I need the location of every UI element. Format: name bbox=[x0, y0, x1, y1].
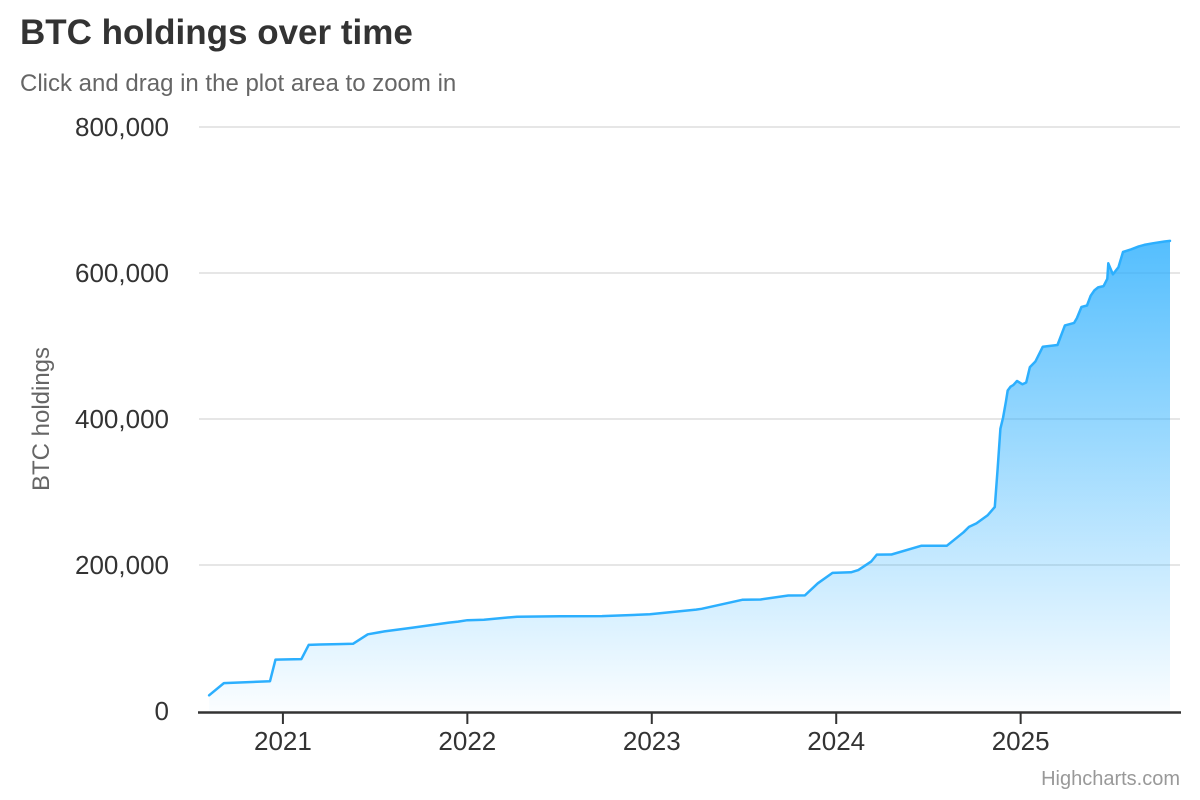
y-axis-label: 200,000 bbox=[75, 550, 169, 580]
y-axis-label: 600,000 bbox=[75, 258, 169, 288]
y-axis-label: 400,000 bbox=[75, 404, 169, 434]
x-axis-label: 2025 bbox=[991, 726, 1050, 756]
y-axis-label: 800,000 bbox=[75, 112, 169, 142]
x-axis-labels: 2021 2022 2023 2024 2025 bbox=[0, 726, 1200, 766]
x-axis-label: 2023 bbox=[622, 726, 681, 756]
x-axis-label: 2024 bbox=[807, 726, 866, 756]
y-axis-label: 0 bbox=[154, 696, 169, 726]
chart-title: BTC holdings over time bbox=[20, 13, 413, 52]
area-fill bbox=[209, 240, 1171, 711]
x-axis-label: 2022 bbox=[438, 726, 497, 756]
x-axis-label: 2021 bbox=[253, 726, 312, 756]
series-line bbox=[207, 239, 1172, 697]
chart-subtitle: Click and drag in the plot area to zoom … bbox=[20, 70, 457, 97]
highcharts-credits-link[interactable]: Highcharts.com bbox=[1041, 768, 1180, 790]
y-axis-labels: 0 200,000 400,000 600,000 800,000 bbox=[0, 0, 169, 800]
